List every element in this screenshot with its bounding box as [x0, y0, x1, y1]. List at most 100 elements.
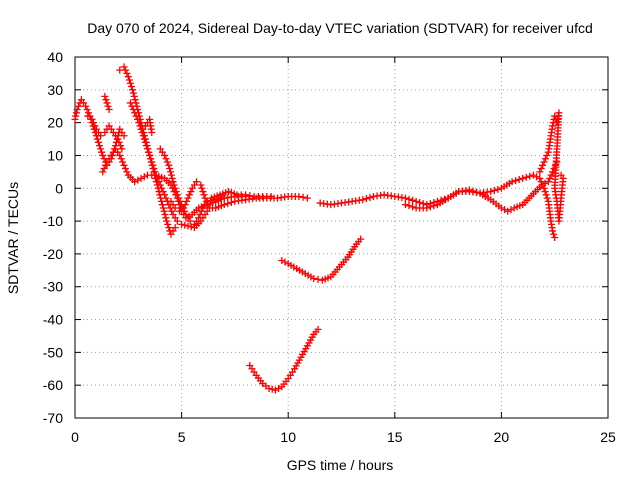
data-point	[405, 195, 413, 203]
data-point	[160, 207, 168, 215]
data-point	[536, 174, 544, 182]
data-point	[549, 227, 557, 235]
data-point	[281, 258, 289, 266]
series-arc-j	[207, 188, 275, 202]
data-point	[99, 168, 107, 176]
data-point	[128, 102, 136, 110]
y-tick-label: -40	[43, 312, 63, 328]
data-point	[175, 194, 183, 202]
data-point	[75, 102, 83, 110]
data-point	[139, 132, 147, 140]
data-point	[275, 384, 283, 392]
data-point	[537, 178, 545, 186]
data-point	[540, 184, 548, 192]
series-arc-n	[278, 235, 365, 284]
data-point	[134, 115, 142, 123]
series-arc-c	[99, 145, 228, 222]
data-point	[116, 151, 124, 159]
data-point	[405, 202, 413, 210]
data-point	[121, 66, 129, 74]
data-point	[557, 171, 565, 179]
data-point	[173, 191, 181, 199]
data-point	[167, 168, 175, 176]
data-point	[504, 207, 512, 215]
data-point	[539, 161, 547, 169]
data-point	[120, 63, 128, 71]
data-point	[120, 161, 128, 169]
data-point	[197, 207, 205, 215]
series-arc-l	[401, 171, 559, 241]
series-arc-i	[167, 178, 311, 215]
data-point	[362, 195, 370, 203]
data-point	[162, 214, 170, 222]
data-point	[137, 174, 145, 182]
data-point	[193, 178, 201, 186]
data-point	[161, 151, 169, 159]
data-point	[83, 106, 91, 114]
x-tick-label: 20	[494, 429, 510, 445]
data-point	[97, 145, 105, 153]
data-point	[265, 384, 273, 392]
data-point	[162, 194, 170, 202]
data-point	[537, 165, 545, 173]
data-point	[99, 151, 107, 159]
data-point	[542, 191, 550, 199]
data-point	[97, 132, 105, 140]
data-point	[171, 224, 179, 232]
data-point	[82, 102, 90, 110]
x-tick-label: 25	[600, 429, 616, 445]
data-point	[198, 184, 206, 192]
data-point	[165, 161, 173, 169]
data-point	[153, 174, 161, 182]
data-point	[543, 151, 551, 159]
data-point	[171, 184, 179, 192]
data-point	[490, 186, 498, 194]
data-point	[148, 158, 156, 166]
data-point	[98, 148, 106, 156]
data-point	[120, 132, 128, 140]
data-point	[529, 171, 537, 179]
y-tick-label: -70	[43, 410, 63, 426]
y-tick-label: -20	[43, 246, 63, 262]
data-point	[412, 197, 420, 205]
data-point	[161, 191, 169, 199]
data-point	[151, 168, 159, 176]
data-point	[104, 102, 112, 110]
data-point	[196, 211, 204, 219]
data-point	[141, 138, 149, 146]
data-point	[118, 145, 126, 153]
data-point	[539, 181, 547, 189]
data-point	[551, 234, 559, 241]
data-point	[185, 212, 193, 220]
data-point	[145, 148, 153, 156]
data-point	[72, 109, 80, 117]
data-point	[426, 203, 434, 211]
data-point	[310, 275, 318, 283]
plot-border	[74, 56, 609, 419]
data-point	[184, 194, 192, 202]
data-point	[132, 112, 140, 120]
data-point	[149, 161, 157, 169]
data-point	[409, 196, 417, 204]
data-point	[204, 201, 212, 209]
data-point	[88, 115, 96, 123]
data-point	[224, 200, 232, 208]
data-point	[150, 165, 158, 173]
data-point	[550, 230, 558, 238]
data-point	[178, 220, 186, 228]
y-tick-label: -10	[43, 213, 63, 229]
data-point	[501, 206, 509, 214]
y-tick-label: 0	[55, 180, 63, 196]
series-arc-b	[84, 112, 126, 153]
data-point	[152, 171, 160, 179]
data-point	[158, 184, 166, 192]
series-arc-f	[126, 99, 211, 232]
data-point	[220, 201, 228, 209]
data-point	[167, 171, 175, 179]
data-point	[119, 158, 127, 166]
data-point	[124, 73, 132, 81]
data-point	[140, 135, 148, 143]
data-point	[137, 125, 145, 133]
data-point	[170, 181, 178, 189]
